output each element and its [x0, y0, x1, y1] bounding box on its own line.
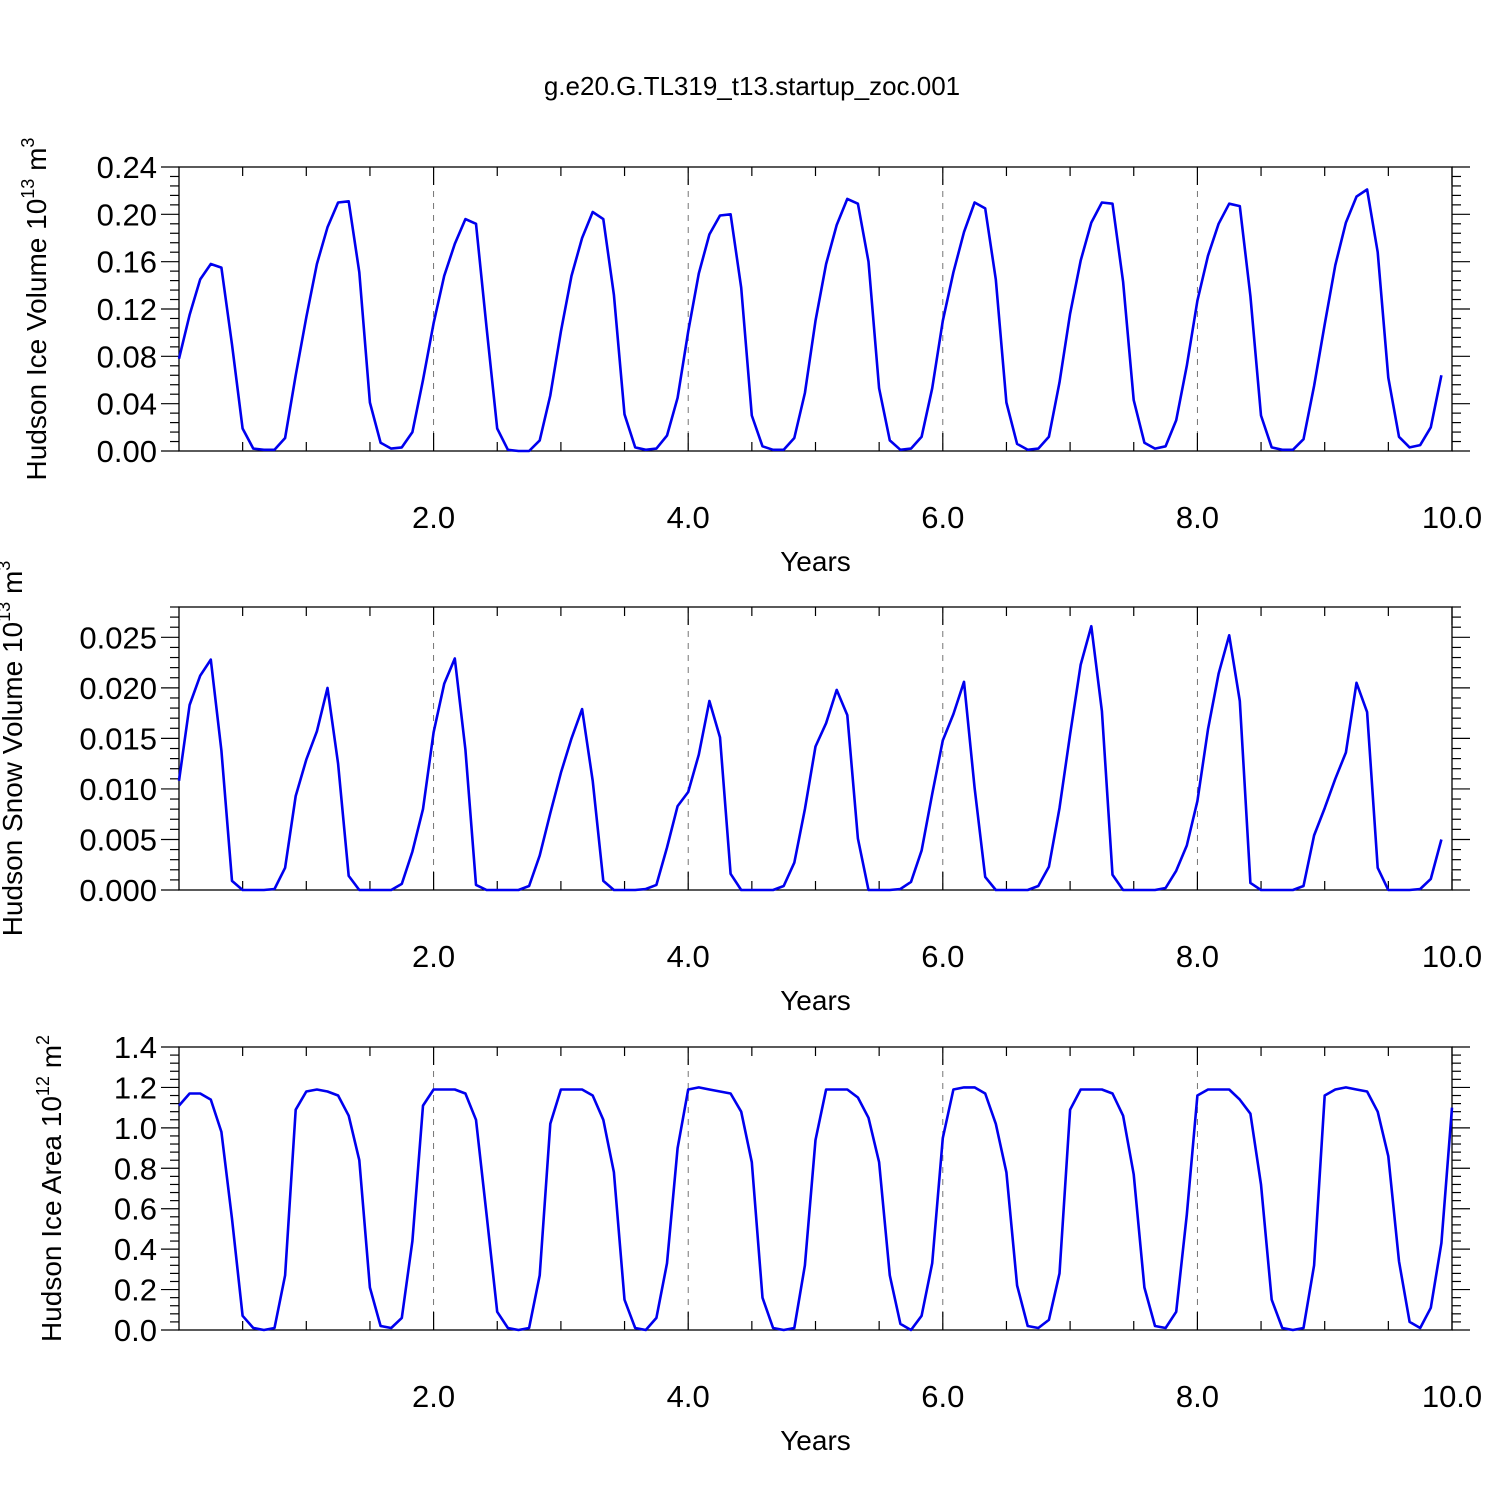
x-tick-label: 2.0 [412, 939, 455, 974]
chart-panel-1: 0.00 0.04 0.08 0.12 0.16 0.20 0.24 2.0 4.0 6.0 8.0… [18, 138, 1482, 577]
y-tick-label: 0.4 [114, 1232, 157, 1267]
y-tick-label: 0.005 [79, 822, 157, 857]
x-tick-label: 2.0 [412, 500, 455, 535]
y-tick-label: 1.0 [114, 1111, 157, 1146]
y-tick-label: 0.2 [114, 1273, 157, 1308]
x-axis-label: Years [780, 546, 851, 577]
panels: 0.00 0.04 0.08 0.12 0.16 0.20 0.24 2.0 4.0 6.0 8.0… [0, 138, 1482, 1456]
x-tick-label: 4.0 [667, 1379, 710, 1414]
y-tick-label: 0.020 [79, 671, 157, 706]
x-tick-label: 10.0 [1422, 939, 1482, 974]
y-tick-label: 1.2 [114, 1070, 157, 1105]
x-tick-label: 4.0 [667, 500, 710, 535]
x-tick-label: 6.0 [921, 1379, 964, 1414]
y-tick-label: 0.16 [97, 245, 157, 280]
chart-panel-2: 0.000 0.005 0.010 0.015 0.020 0.025 2.0 4.0 6.0 8… [0, 561, 1482, 1016]
x-tick-label: 6.0 [921, 500, 964, 535]
y-tick-label: 0.010 [79, 772, 157, 807]
series-line [178, 1086, 1454, 1332]
y-tick-label: 0.08 [97, 339, 157, 374]
x-tick-label: 2.0 [412, 1379, 455, 1414]
x-axis-label: Years [780, 1425, 851, 1456]
y-tick-label: 0.00 [97, 434, 157, 469]
x-tick-label: 8.0 [1176, 939, 1219, 974]
series-line [177, 624, 1443, 892]
y-tick-label: 0.20 [97, 197, 157, 232]
x-tick-label: 10.0 [1422, 1379, 1482, 1414]
y-tick-label: 0.04 [97, 387, 157, 422]
y-tick-label: 0.8 [114, 1151, 157, 1186]
series-line [177, 188, 1443, 453]
y-axis-label: Hudson Snow Volume 1013 m3 [0, 561, 28, 937]
x-tick-label: 4.0 [667, 939, 710, 974]
x-tick-label: 10.0 [1422, 500, 1482, 535]
y-tick-label: 0.24 [97, 150, 157, 185]
x-axis-label: Years [780, 985, 851, 1016]
chart-panel-3: 0.0 0.2 0.4 0.6 0.8 1.0 1.2 1.4 2.0 4.0 6.0 8.0 10.0… [33, 1030, 1482, 1456]
x-tick-label: 8.0 [1176, 500, 1219, 535]
y-tick-label: 0.000 [79, 873, 157, 908]
figure-title: g.e20.G.TL319_t13.startup_zoc.001 [544, 71, 960, 101]
x-tick-label: 8.0 [1176, 1379, 1219, 1414]
x-tick-label: 6.0 [921, 939, 964, 974]
y-tick-label: 1.4 [114, 1030, 157, 1065]
y-tick-label: 0.0 [114, 1313, 157, 1348]
y-tick-label: 0.025 [79, 620, 157, 655]
y-axis-label: Hudson Ice Volume 1013 m3 [18, 138, 52, 481]
y-axis-label: Hudson Ice Area 1012 m2 [33, 1035, 67, 1342]
y-tick-label: 0.6 [114, 1192, 157, 1227]
y-tick-label: 0.12 [97, 292, 157, 327]
y-tick-label: 0.015 [79, 721, 157, 756]
